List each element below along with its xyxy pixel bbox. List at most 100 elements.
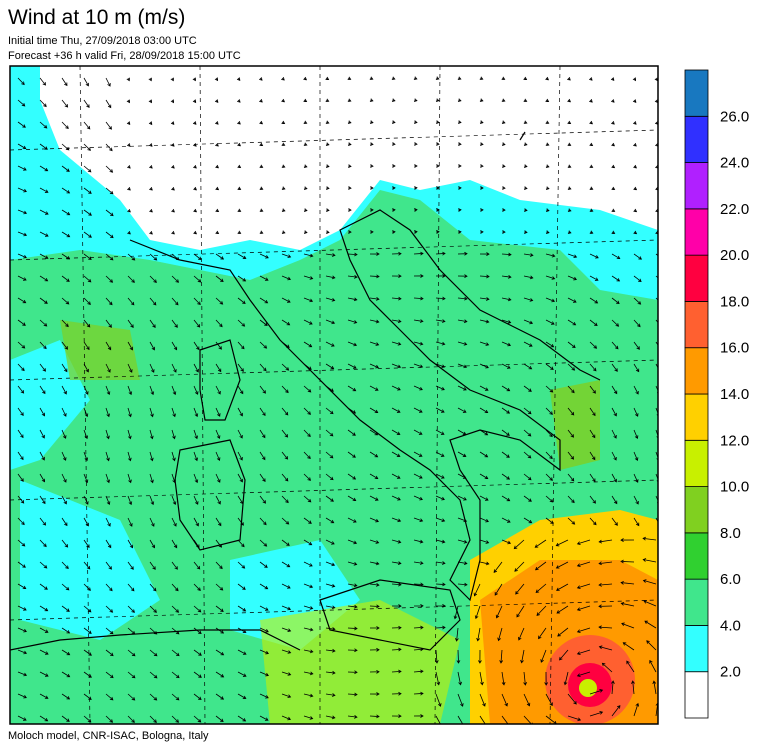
wind-arrow (576, 627, 591, 633)
wind-arrow (347, 319, 358, 324)
wind-arrow (413, 625, 424, 630)
wind-arrow (611, 230, 616, 234)
wind-arrow (391, 691, 402, 696)
wind-arrow (281, 275, 292, 281)
wind-arrow (391, 647, 402, 652)
wind-arrow (193, 451, 199, 462)
wind-arrow (391, 451, 401, 457)
wind-arrow (435, 625, 446, 630)
wind-arrow (479, 539, 490, 544)
wind-arrow (626, 660, 635, 673)
wind-arrow (501, 539, 512, 545)
wind-arrow (215, 164, 219, 169)
wind-arrow (369, 626, 380, 630)
wind-arrow (17, 165, 27, 171)
wind-arrow (61, 253, 71, 260)
wind-arrow (303, 583, 314, 589)
wind-arrow (149, 230, 153, 235)
wind-arrow (545, 76, 550, 81)
wind-arrow (215, 429, 221, 439)
wind-arrow (369, 363, 379, 369)
wind-arrow (601, 662, 613, 673)
wind-arrow (325, 275, 336, 280)
wind-arrow (237, 429, 243, 439)
wind-arrow (501, 693, 508, 707)
wind-arrow (171, 693, 180, 701)
wind-arrow (171, 275, 180, 283)
wind-arrow (83, 605, 92, 613)
wind-arrow (652, 680, 657, 695)
wind-arrow (17, 209, 28, 215)
wind-arrow (369, 669, 380, 674)
wind-arrow (479, 341, 490, 346)
wind-arrow (281, 407, 289, 416)
wind-arrow (303, 605, 314, 610)
wind-arrow (61, 693, 71, 700)
wind-arrow (391, 385, 401, 391)
wind-arrow (105, 77, 111, 87)
wind-arrow (149, 385, 155, 396)
wind-arrow (369, 495, 379, 501)
wind-arrow (479, 230, 484, 234)
wind-arrow (193, 319, 201, 328)
wind-arrow (479, 142, 484, 146)
wind-arrow (259, 341, 268, 349)
colorbar-box (684, 254, 709, 302)
wind-arrow (39, 671, 49, 677)
wind-arrow (501, 451, 510, 458)
wind-arrow (435, 671, 441, 686)
wind-arrow (281, 561, 291, 568)
wind-arrow (545, 142, 550, 146)
wind-arrow (476, 627, 481, 642)
wind-arrow (61, 209, 71, 216)
wind-arrow (127, 165, 131, 169)
wind-arrow (589, 164, 594, 168)
wind-arrow (303, 142, 308, 146)
wind-arrow (347, 76, 352, 80)
wind-arrow (171, 253, 180, 261)
wind-arrow (105, 341, 112, 351)
wind-arrow (237, 99, 241, 103)
wind-arrow (325, 297, 336, 302)
wind-arrow (632, 99, 637, 104)
wind-arrow (479, 429, 489, 436)
wind-arrow (237, 583, 246, 590)
wind-arrow (61, 143, 70, 151)
wind-arrow (17, 693, 27, 699)
wind-arrow (545, 473, 553, 481)
wind-arrow (259, 99, 263, 103)
colorbar-box (684, 208, 709, 256)
wind-arrow (171, 230, 175, 235)
wind-arrow (83, 165, 92, 173)
wind-arrow (391, 669, 402, 674)
wind-arrow (413, 407, 423, 413)
wind-arrow (347, 648, 358, 653)
wind-arrow (171, 473, 176, 484)
cyclone-eye (579, 679, 597, 697)
wind-arrow (369, 252, 380, 256)
wind-arrow (391, 208, 396, 212)
wind-arrow (148, 99, 152, 104)
wind-arrow (171, 715, 180, 723)
wind-arrow (598, 561, 613, 566)
wind-arrow (215, 473, 221, 483)
wind-arrow (589, 253, 599, 259)
wind-arrow (105, 561, 112, 570)
wind-arrow (369, 407, 379, 414)
wind-arrow (632, 77, 637, 82)
colorbar-box (684, 115, 709, 163)
wind-arrow (413, 76, 418, 80)
wind-arrow (325, 253, 336, 257)
wind-arrow (435, 120, 440, 124)
wind-arrow (347, 473, 357, 480)
wind-arrow (325, 208, 330, 212)
wind-arrow (479, 451, 489, 458)
wind-arrow (369, 473, 379, 480)
wind-arrow (589, 120, 593, 125)
wind-arrow (556, 583, 569, 591)
wind-arrow (413, 517, 424, 522)
wind-arrow (497, 627, 503, 642)
wind-arrow (281, 142, 286, 146)
wind-arrow (457, 517, 468, 523)
wind-arrow (39, 495, 46, 505)
